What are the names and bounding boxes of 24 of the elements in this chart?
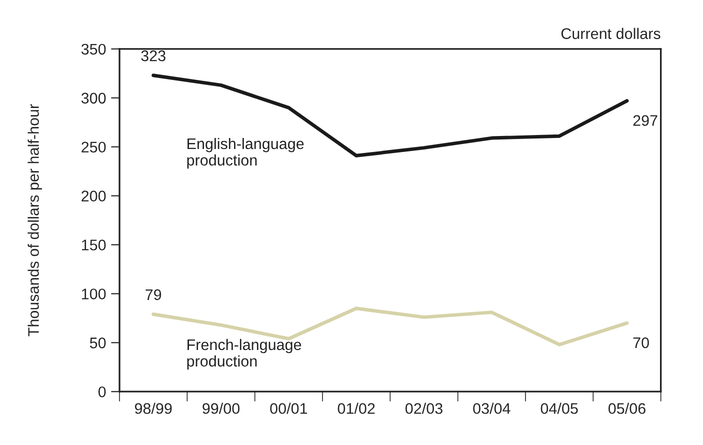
y-tick-label: 0 — [98, 386, 106, 398]
y-tick-label: 100 — [82, 288, 106, 300]
x-tick-label: 04/05 — [540, 402, 578, 414]
data-label: 79 — [146, 289, 162, 300]
data-label: 70 — [633, 337, 649, 348]
y-tick-label: 300 — [81, 92, 106, 104]
x-tick-label: 05/06 — [608, 402, 646, 414]
data-label: 323 — [141, 50, 166, 62]
x-tick-label: 99/00 — [202, 402, 240, 414]
y-tick-label: 250 — [82, 142, 106, 153]
x-tick-label: 02/03 — [405, 402, 442, 414]
x-tick-label: 03/04 — [473, 402, 510, 414]
x-tick-label: 00/01 — [270, 402, 308, 414]
y-tick-label: 150 — [82, 240, 106, 250]
data-label: 297 — [633, 115, 658, 126]
text: Current dollars — [561, 28, 660, 40]
x-tick-label: 98/99 — [134, 402, 172, 414]
series-label: French-language production — [187, 338, 302, 370]
y-tick-label: 50 — [90, 338, 106, 348]
y-tick-label: 200 — [82, 190, 106, 202]
series-label: English-language production — [187, 138, 304, 169]
x-tick-label: 01/02 — [338, 402, 375, 414]
y-axis-title: Thousands of dollars per half-hour — [28, 104, 42, 336]
y-tick-label: 350 — [81, 44, 106, 55]
